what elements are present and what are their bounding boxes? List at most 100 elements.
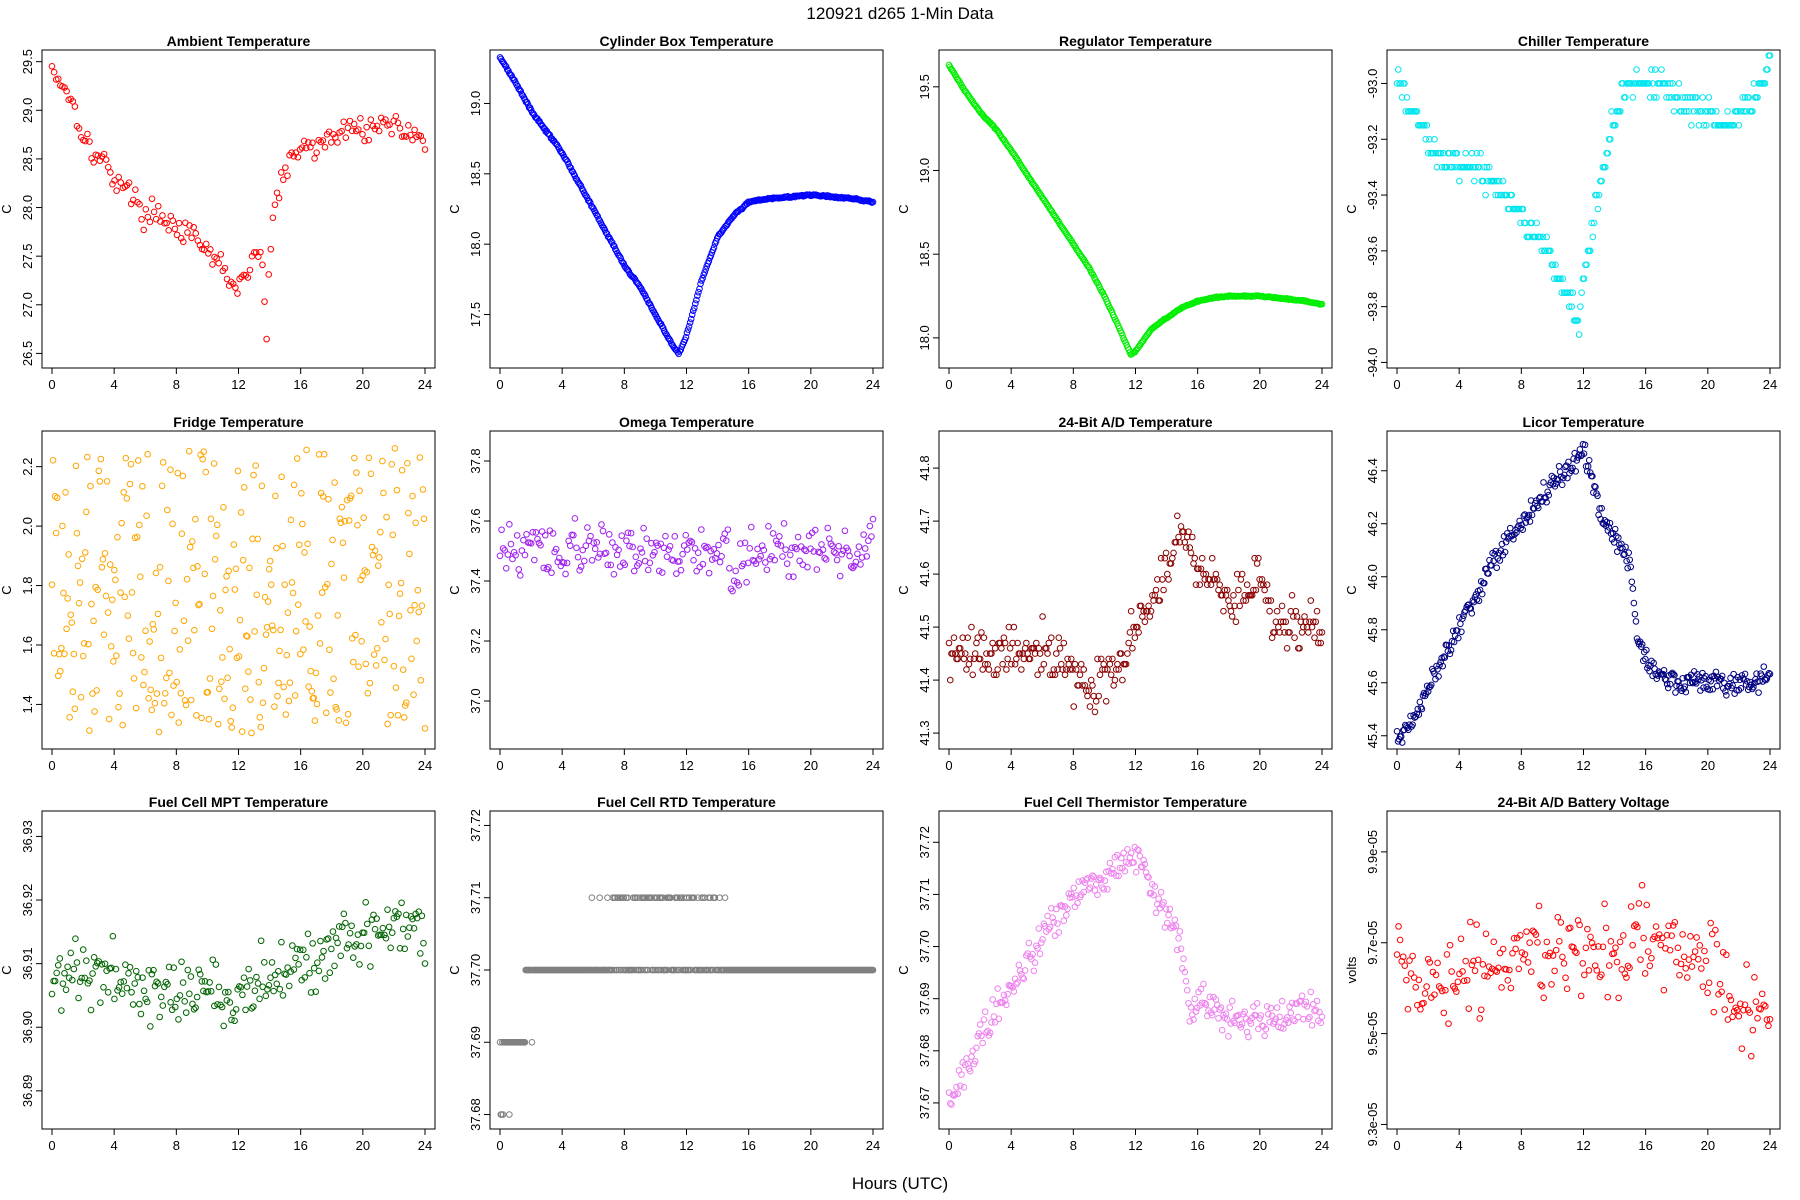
data-point [1584, 463, 1592, 470]
data-point [108, 596, 116, 604]
data-point [380, 489, 387, 497]
data-point [1685, 108, 1693, 115]
data-point [1438, 163, 1446, 171]
data-point [1129, 645, 1136, 652]
data-point [1608, 108, 1615, 115]
data-point [1094, 655, 1101, 663]
data-point [1576, 446, 1584, 453]
data-point [1250, 586, 1257, 594]
data-point [1584, 925, 1591, 933]
data-point [701, 542, 708, 550]
data-point [780, 520, 788, 527]
data-point [215, 259, 223, 267]
data-point [1302, 998, 1310, 1006]
data-point [119, 721, 126, 729]
data-point [361, 567, 369, 574]
data-point [857, 561, 864, 568]
data-point [329, 928, 337, 935]
data-point [397, 579, 405, 587]
data-point [1140, 856, 1147, 864]
data-point [382, 116, 389, 123]
data-point [395, 910, 402, 918]
data-point [312, 988, 320, 995]
x-tick-label: 12 [1128, 377, 1142, 392]
data-point [861, 545, 869, 552]
data-point [554, 143, 562, 151]
data-point [411, 126, 418, 134]
data-point [1127, 849, 1135, 857]
y-tick-label: 1.6 [20, 636, 35, 654]
data-point [385, 923, 393, 931]
data-point [990, 671, 998, 679]
y-tick-label: 17.5 [468, 302, 483, 327]
data-point [1191, 554, 1199, 562]
data-point [1014, 156, 1021, 164]
data-point [1708, 930, 1716, 938]
data-point [1760, 663, 1768, 670]
data-point [1462, 957, 1469, 965]
data-point [516, 572, 524, 579]
data-point [627, 529, 635, 537]
data-point [224, 674, 231, 682]
data-point [135, 521, 143, 529]
data-point [1465, 1005, 1473, 1012]
data-point [1749, 108, 1756, 115]
data-point [1261, 1032, 1268, 1040]
data-point [863, 553, 871, 560]
data-point [724, 526, 732, 533]
data-point [1700, 122, 1708, 129]
data-point [139, 974, 146, 981]
data-point [1727, 996, 1735, 1004]
data-point [1218, 1026, 1226, 1034]
data-point [1738, 672, 1746, 679]
data-point [1551, 483, 1559, 490]
data-point [1567, 289, 1574, 296]
data-point [1685, 673, 1693, 681]
data-point [157, 993, 165, 1001]
data-point [1195, 565, 1202, 573]
data-point [1533, 219, 1541, 227]
data-point [1164, 570, 1171, 578]
data-point [1755, 689, 1762, 696]
data-point [1175, 935, 1182, 942]
data-point [1521, 951, 1529, 958]
x-tick-label: 4 [111, 377, 118, 392]
data-point [222, 586, 229, 594]
data-point [141, 668, 148, 676]
panel-title: Regulator Temperature [1059, 33, 1212, 49]
y-tick-label: 37.72 [468, 809, 483, 842]
data-point [1602, 924, 1610, 932]
data-point [254, 535, 262, 543]
data-point [1570, 944, 1577, 951]
data-point [1255, 554, 1262, 562]
data-point [299, 946, 307, 954]
data-point [651, 548, 658, 556]
data-point [79, 946, 87, 953]
y-axis-label: C [447, 204, 462, 213]
data-point [502, 564, 510, 572]
data-point [1583, 261, 1590, 269]
data-point [100, 150, 108, 158]
data-point [1565, 458, 1572, 466]
data-point [1001, 997, 1009, 1004]
data-point [1161, 554, 1169, 562]
data-point [138, 216, 145, 223]
data-point [1545, 491, 1552, 499]
data-point [1515, 965, 1523, 973]
data-point [506, 1111, 513, 1118]
data-point [605, 531, 613, 538]
data-point [588, 556, 596, 564]
data-point [1574, 317, 1582, 324]
data-point [1660, 986, 1668, 994]
data-point [1052, 905, 1060, 913]
data-point [543, 565, 551, 573]
data-point [1281, 1020, 1288, 1028]
data-point [743, 578, 750, 586]
data-point [261, 298, 268, 305]
data-point [1160, 586, 1167, 594]
data-point [371, 547, 379, 555]
data-point [1467, 163, 1474, 171]
data-point [1746, 1009, 1754, 1016]
data-point [1544, 488, 1551, 496]
